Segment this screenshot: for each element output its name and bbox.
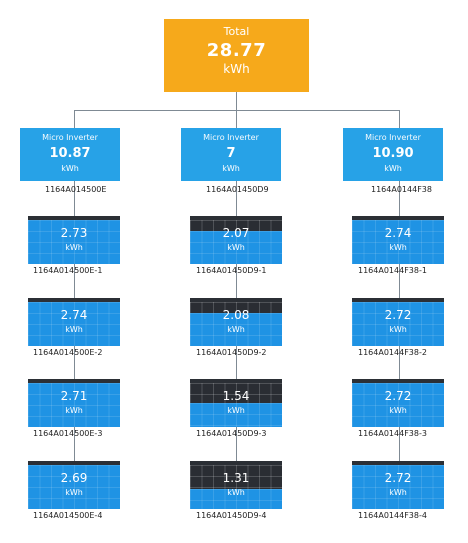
inverter-label: Micro Inverter (42, 133, 98, 142)
solar-panel[interactable]: 2.72 kWh (352, 461, 444, 509)
panel-unit: kWh (227, 488, 245, 497)
inverter-value: 7 (226, 146, 236, 161)
panel-fill (352, 220, 444, 264)
inverter-unit: kWh (222, 164, 240, 173)
panel-fill (190, 489, 282, 509)
panel-unit: kWh (227, 406, 245, 415)
panel-value: 2.73 (60, 226, 88, 240)
panel-fill (28, 220, 120, 264)
inverter-value: 10.90 (372, 146, 414, 161)
panel-id: 1164A014500E-2 (33, 348, 103, 357)
panel-id: 1164A0144F38-3 (358, 429, 427, 438)
panel-unit: kWh (389, 488, 407, 497)
inverter-unit: kWh (384, 164, 402, 173)
panel-id: 1164A01450D9-2 (196, 348, 267, 357)
panel-fill (190, 402, 282, 427)
panel-fill (28, 383, 120, 427)
panel-unit: kWh (389, 243, 407, 252)
panel-id: 1164A014500E-4 (33, 511, 103, 520)
panel-fill (352, 383, 444, 427)
total-node[interactable]: Total 28.77 kWh (164, 19, 309, 92)
inverter-label: Micro Inverter (203, 133, 259, 142)
panel-unit: kWh (389, 406, 407, 415)
panel-id: 1164A0144F38-1 (358, 266, 427, 275)
solar-panel[interactable]: 2.07 kWh (190, 216, 282, 264)
panel-fill (190, 313, 282, 346)
solar-panel[interactable]: 1.54 kWh (190, 379, 282, 427)
panel-value: 2.72 (384, 471, 412, 485)
solar-panel[interactable]: 2.74 kWh (352, 216, 444, 264)
inverter-id: 1164A0144F38 (371, 185, 432, 194)
solar-panel[interactable]: 2.69 kWh (28, 461, 120, 509)
panel-value: 2.72 (384, 308, 412, 322)
panel-unit: kWh (65, 488, 83, 497)
inverter-value: 10.87 (49, 146, 91, 161)
panel-unit: kWh (227, 325, 245, 334)
panel-unit: kWh (389, 325, 407, 334)
solar-panel[interactable]: 2.71 kWh (28, 379, 120, 427)
panel-fill (352, 302, 444, 346)
total-value: 28.77 (206, 40, 267, 61)
inverter-node[interactable]: Micro Inverter 10.87 kWh (20, 128, 120, 181)
solar-panel[interactable]: 2.72 kWh (352, 379, 444, 427)
total-unit: kWh (223, 62, 250, 76)
panel-value: 2.74 (60, 308, 88, 322)
panel-id: 1164A0144F38-4 (358, 511, 427, 520)
solar-panel[interactable]: 2.74 kWh (28, 298, 120, 346)
panel-value: 2.74 (384, 226, 412, 240)
panel-id: 1164A014500E-3 (33, 429, 103, 438)
panel-id: 1164A014500E-1 (33, 266, 103, 275)
panel-unit: kWh (65, 325, 83, 334)
connector-horizontal (74, 110, 400, 111)
panel-fill (28, 302, 120, 346)
panel-fill (352, 465, 444, 509)
solar-panel[interactable]: 1.31 kWh (190, 461, 282, 509)
panel-value: 2.72 (384, 389, 412, 403)
panel-value: 2.07 (222, 226, 250, 240)
inverter-id: 1164A01450D9 (206, 185, 269, 194)
solar-panel[interactable]: 2.72 kWh (352, 298, 444, 346)
panel-value: 2.71 (60, 389, 88, 403)
panel-value: 2.08 (222, 308, 250, 322)
connector-inv-3 (399, 110, 400, 128)
panel-unit: kWh (65, 243, 83, 252)
connector-inv-2 (236, 110, 237, 128)
panel-id: 1164A01450D9-4 (196, 511, 267, 520)
total-label: Total (223, 25, 250, 38)
inverter-unit: kWh (61, 164, 79, 173)
panel-id: 1164A0144F38-2 (358, 348, 427, 357)
panel-id: 1164A01450D9-3 (196, 429, 267, 438)
inverter-id: 1164A014500E (45, 185, 107, 194)
inverter-node[interactable]: Micro Inverter 10.90 kWh (343, 128, 443, 181)
panel-value: 1.54 (222, 389, 250, 403)
panel-unit: kWh (65, 406, 83, 415)
connector-total-down (236, 92, 237, 110)
panel-unit: kWh (227, 243, 245, 252)
panel-fill (190, 231, 282, 264)
connector-inv-1 (74, 110, 75, 128)
panel-value: 2.69 (60, 471, 88, 485)
panel-id: 1164A01450D9-1 (196, 266, 267, 275)
panel-fill (28, 465, 120, 509)
solar-panel[interactable]: 2.08 kWh (190, 298, 282, 346)
inverter-label: Micro Inverter (365, 133, 421, 142)
inverter-node[interactable]: Micro Inverter 7 kWh (181, 128, 281, 181)
solar-panel[interactable]: 2.73 kWh (28, 216, 120, 264)
panel-value: 1.31 (222, 471, 250, 485)
